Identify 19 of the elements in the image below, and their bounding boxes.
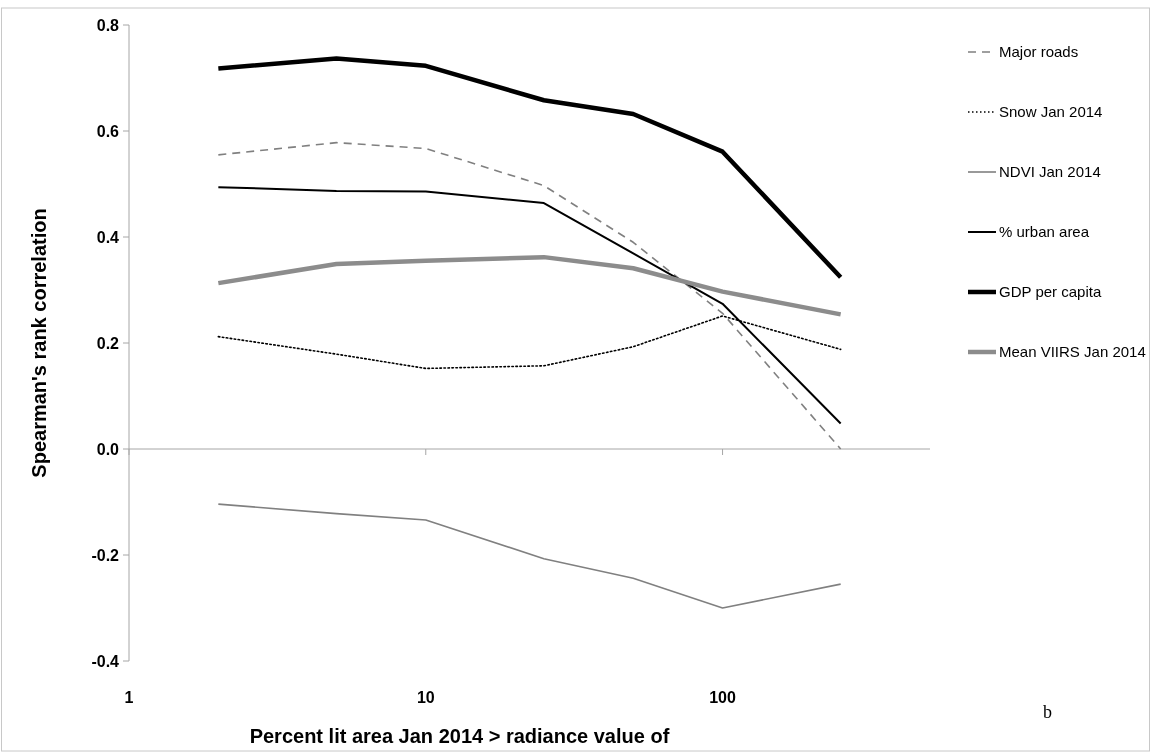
text: b [1043, 702, 1052, 722]
legend-label: NDVI Jan 2014 [999, 163, 1101, 181]
legend-label: % urban area [999, 223, 1090, 241]
legend-label: Snow Jan 2014 [999, 103, 1103, 121]
legend-label: Mean VIIRS Jan 2014 [999, 343, 1146, 361]
y-tick-label: 0.0 [96, 440, 120, 458]
x-tick-label: 10 [416, 689, 435, 706]
legend-label: Major roads [999, 43, 1079, 61]
y-tick-label: -0.2 [91, 546, 120, 564]
y-tick-label: 0.2 [96, 334, 120, 352]
legend-label: GDP per capita [999, 283, 1102, 301]
y-tick-label: -0.4 [91, 652, 120, 670]
y-axis-title: Spearman's rank correlation [28, 208, 50, 478]
x-tick-label: 1 [124, 689, 134, 706]
y-tick-label: 0.4 [96, 228, 120, 246]
y-tick-label: 0.8 [96, 16, 120, 34]
x-axis-title: Percent lit area Jan 2014 > radiance value of [249, 725, 670, 747]
x-tick-label: 100 [709, 689, 737, 706]
y-tick-label: 0.6 [96, 122, 120, 140]
